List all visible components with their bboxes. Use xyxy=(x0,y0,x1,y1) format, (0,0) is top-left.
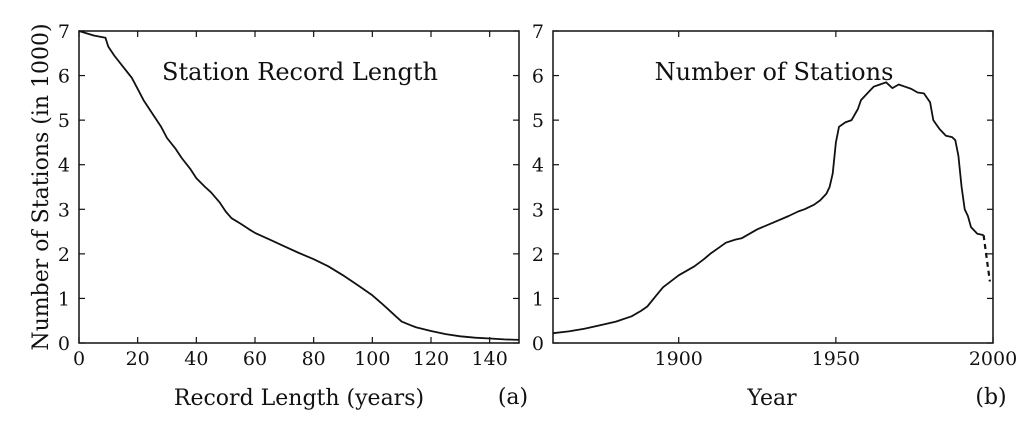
panel-b-y-tick-label: 2 xyxy=(532,244,544,266)
panel-a-x-tick-label: 60 xyxy=(243,348,267,370)
panel-a-y-tick-label: 7 xyxy=(58,21,70,43)
panel-b-series xyxy=(552,81,991,335)
panel-b-series-line-0 xyxy=(552,81,984,335)
panel-a-x-ticks: 0 20 40 60 80 100 120 140 xyxy=(73,31,508,370)
panel-a-x-tick-label: 140 xyxy=(472,348,508,370)
panel-a-y-tick-label: 3 xyxy=(58,199,70,221)
panel-a-plot-frame xyxy=(78,30,520,344)
panel-b-y-tick-label: 3 xyxy=(532,199,544,221)
panel-a-x-tick-label: 100 xyxy=(354,348,390,370)
panel-a-y-axis-label: Number of Stations (in 1000) xyxy=(29,23,54,350)
panel-b-y-tick-label: 4 xyxy=(532,155,544,177)
panel-b-x-tick-label: 2000 xyxy=(969,348,1017,370)
panel-b-title: Number of Stations xyxy=(655,58,894,86)
panel-a-series-line-0 xyxy=(78,30,520,341)
panel-a-x-axis-label: Record Length (years) xyxy=(174,386,424,411)
panel-a-series xyxy=(78,30,520,341)
panel-a-x-tick-label: 20 xyxy=(126,348,150,370)
panel-a-x-tick-label: 80 xyxy=(302,348,326,370)
panel-b-y-ticks: 0 1 2 3 4 5 6 7 xyxy=(532,21,993,355)
panel-b-y-tick-label: 5 xyxy=(532,110,544,132)
panel-b-series-line-1 xyxy=(982,234,991,282)
panel-b-y-tick-label: 0 xyxy=(532,333,544,355)
panel-b-letter: (b) xyxy=(975,385,1006,410)
panel-b-number-of-stations: Number of Stations Year (b) 1900 1950 2000… xyxy=(532,21,1017,411)
panel-a-y-tick-label: 1 xyxy=(58,288,70,310)
panel-a-x-tick-label: 120 xyxy=(413,348,449,370)
panel-a-y-tick-label: 0 xyxy=(58,333,70,355)
panel-a-y-ticks: 0 1 2 3 4 5 6 7 xyxy=(58,21,519,355)
panel-a-y-tick-label: 5 xyxy=(58,110,70,132)
panel-b-x-tick-label: 1900 xyxy=(655,348,703,370)
panel-a-letter: (a) xyxy=(498,385,528,410)
panel-b-y-tick-label: 6 xyxy=(532,66,544,88)
panel-a-y-tick-label: 2 xyxy=(58,244,70,266)
panel-b-plot-frame xyxy=(552,30,994,344)
panel-a-x-tick-label: 40 xyxy=(184,348,208,370)
panel-b-y-tick-label: 7 xyxy=(532,21,544,43)
panel-b-x-ticks: 1900 1950 2000 xyxy=(655,31,1017,370)
panel-a-y-tick-label: 4 xyxy=(58,155,70,177)
panel-b-x-tick-label: 1950 xyxy=(812,348,860,370)
panel-a-station-record-length: Station Record Length Record Length (yea… xyxy=(29,21,528,411)
panel-a-x-tick-label: 0 xyxy=(73,348,85,370)
panel-a-title: Station Record Length xyxy=(162,58,438,86)
panel-b-x-axis-label: Year xyxy=(746,386,797,411)
panel-b-y-tick-label: 1 xyxy=(532,288,544,310)
panel-a-y-tick-label: 6 xyxy=(58,66,70,88)
